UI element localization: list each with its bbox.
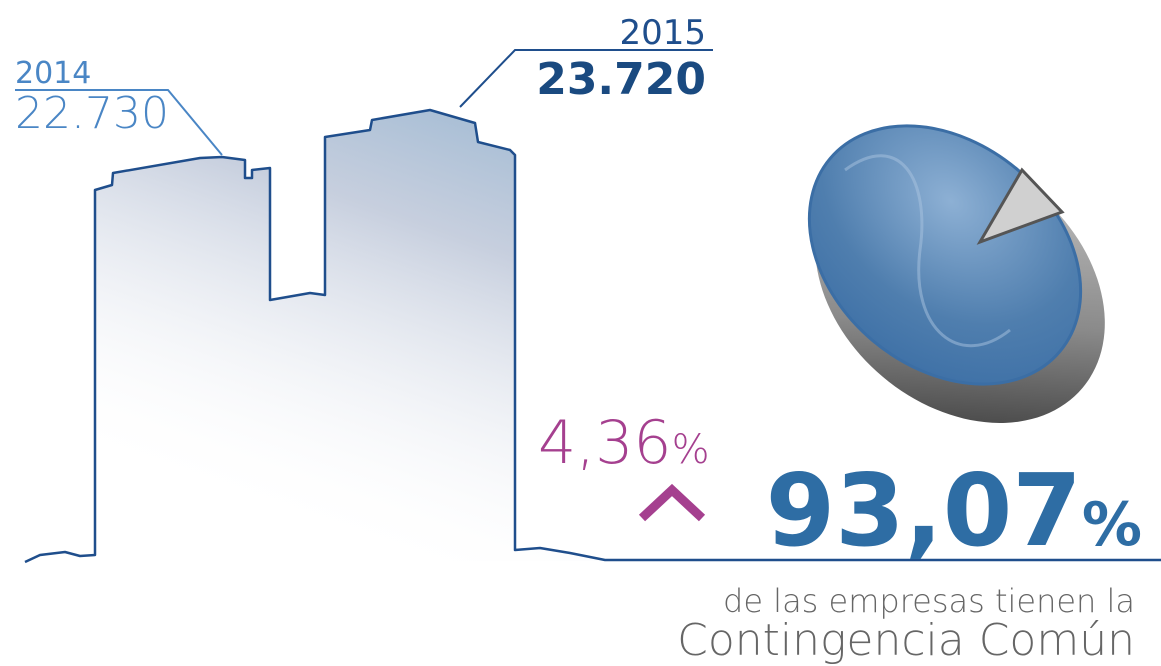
- pie-3d: [807, 124, 1105, 423]
- caption-line2: Contingencia Común: [677, 615, 1135, 666]
- growth: 4,36%: [538, 408, 710, 478]
- highlight-value: 93,07: [766, 452, 1082, 569]
- caption-line1: de las empresas tienen la: [723, 582, 1135, 620]
- value-2014: 22.730: [15, 88, 169, 139]
- highlight: 93,07%: [766, 452, 1142, 569]
- callout-2014: [15, 89, 223, 156]
- growth-unit: %: [672, 427, 710, 473]
- up-caret: [638, 483, 706, 522]
- growth-value: 4,36: [538, 408, 672, 478]
- value-2015: 23.720: [536, 54, 706, 105]
- highlight-unit: %: [1082, 490, 1142, 560]
- year-2015: 2015: [619, 13, 706, 53]
- callout-2015: [459, 49, 713, 108]
- year-2014: 2014: [15, 56, 91, 91]
- skyline: [24, 108, 1161, 564]
